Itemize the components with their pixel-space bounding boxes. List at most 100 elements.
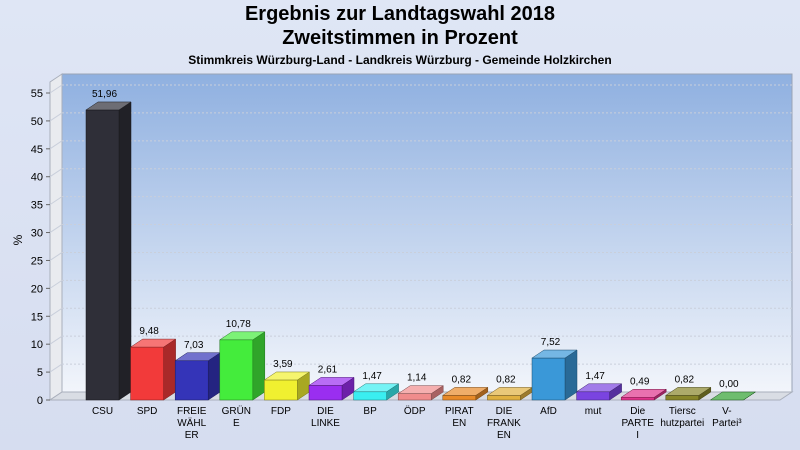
bar-front — [442, 395, 477, 401]
bar — [352, 383, 400, 401]
bar-front — [487, 395, 521, 401]
bar-side — [163, 338, 176, 401]
x-tick-label: Partei³ — [712, 418, 742, 429]
gridline-side — [49, 252, 63, 261]
bar — [486, 386, 534, 401]
bar-side — [252, 331, 266, 401]
data-label: 0,82 — [496, 374, 516, 385]
y-axis-label: % — [11, 234, 25, 245]
data-label: 1,47 — [585, 371, 605, 382]
y-tick-label: 15 — [31, 311, 43, 323]
bar-front — [576, 391, 610, 401]
bar — [85, 101, 132, 401]
data-label: 51,96 — [92, 89, 117, 100]
y-tick-label: 35 — [31, 200, 43, 212]
bar-front — [264, 379, 298, 401]
x-tick-label: DIE — [496, 406, 513, 417]
y-tick-label: 20 — [31, 283, 43, 295]
x-tick-label: I — [636, 430, 639, 441]
x-tick-label: EN — [452, 418, 466, 429]
data-label: 0,82 — [452, 374, 472, 385]
bar-top — [129, 338, 177, 348]
gridline-side — [49, 279, 63, 289]
x-tick-label: PARTE — [621, 418, 654, 429]
bar-front — [174, 360, 209, 401]
bar — [441, 386, 489, 401]
x-tick-label: CSU — [92, 406, 113, 417]
y-tick-label: 10 — [31, 339, 43, 351]
gridline-side — [49, 307, 63, 317]
data-label: 7,03 — [184, 340, 204, 351]
data-label: 1,47 — [362, 371, 382, 382]
gridline-side — [49, 140, 63, 150]
bar — [174, 352, 222, 401]
bar-front — [130, 346, 164, 401]
y-tick-label: 50 — [31, 116, 43, 128]
data-label: 2,61 — [318, 364, 338, 375]
bar — [709, 391, 757, 401]
bar — [531, 349, 578, 401]
data-label: 0,00 — [719, 379, 739, 390]
x-tick-label: SPD — [137, 406, 158, 417]
gridline-side — [49, 363, 63, 373]
x-tick-label: DIE — [317, 406, 334, 417]
bar — [397, 385, 445, 401]
chart-caption: Stimmkreis Würzburg-Land - Landkreis Wür… — [188, 53, 612, 67]
bar-top — [263, 371, 311, 381]
x-tick-label: PIRAT — [445, 406, 474, 417]
bar-top — [620, 389, 668, 398]
y-tick-label: 45 — [31, 144, 43, 156]
bar-front — [219, 339, 254, 401]
bar-front — [665, 395, 700, 401]
bar-top — [575, 383, 623, 393]
bar-top — [664, 387, 712, 396]
bar-top — [352, 383, 400, 393]
gridline-side — [49, 224, 63, 233]
bar-top — [308, 377, 355, 386]
y-tick-label: 55 — [31, 88, 43, 100]
y-tick-label: 40 — [31, 172, 43, 184]
bar-front — [531, 357, 566, 401]
bar — [263, 371, 311, 401]
bar-top — [441, 387, 489, 396]
chart-title: Ergebnis zur Landtagswahl 2018 — [244, 3, 556, 25]
bar-top — [397, 385, 445, 394]
bar-top — [709, 391, 757, 401]
x-tick-label: GRÜN — [222, 405, 251, 417]
bar — [129, 338, 177, 401]
y-tick-label: 30 — [31, 228, 43, 240]
x-tick-label: ER — [185, 430, 199, 441]
bar-front — [397, 393, 432, 401]
x-tick-label: FDP — [271, 406, 291, 417]
data-label: 9,48 — [139, 326, 159, 337]
x-tick-label: FREIE — [177, 406, 207, 417]
gridline-side — [49, 112, 63, 122]
gridline-side — [49, 335, 63, 345]
bar-front — [353, 391, 387, 401]
x-tick-label: LINKE — [311, 418, 340, 429]
data-label: 0,49 — [630, 376, 650, 387]
y-tick-label: 5 — [37, 367, 43, 379]
bar-front — [620, 397, 655, 401]
bar-side — [564, 349, 578, 401]
x-tick-label: EN — [497, 430, 511, 441]
y-tick-label: 25 — [31, 255, 43, 267]
bar-front — [308, 385, 343, 401]
y-tick-label: 0 — [37, 395, 43, 407]
bar-top — [531, 349, 578, 359]
gridline-side — [49, 196, 63, 206]
x-tick-label: Die — [630, 406, 645, 417]
data-label: 3,59 — [273, 359, 293, 370]
data-label: 1,14 — [407, 373, 427, 384]
plot-left-wall — [49, 73, 63, 401]
data-label: 7,52 — [541, 337, 561, 348]
x-tick-label: ÖDP — [404, 405, 426, 417]
x-tick-label: BP — [363, 406, 377, 417]
bar-front — [85, 109, 120, 401]
bar — [575, 383, 623, 401]
bar-side — [118, 101, 132, 401]
x-tick-label: hutzpartei — [660, 418, 704, 429]
bar-top — [218, 331, 266, 341]
x-tick-label: Tiersc — [669, 406, 696, 417]
